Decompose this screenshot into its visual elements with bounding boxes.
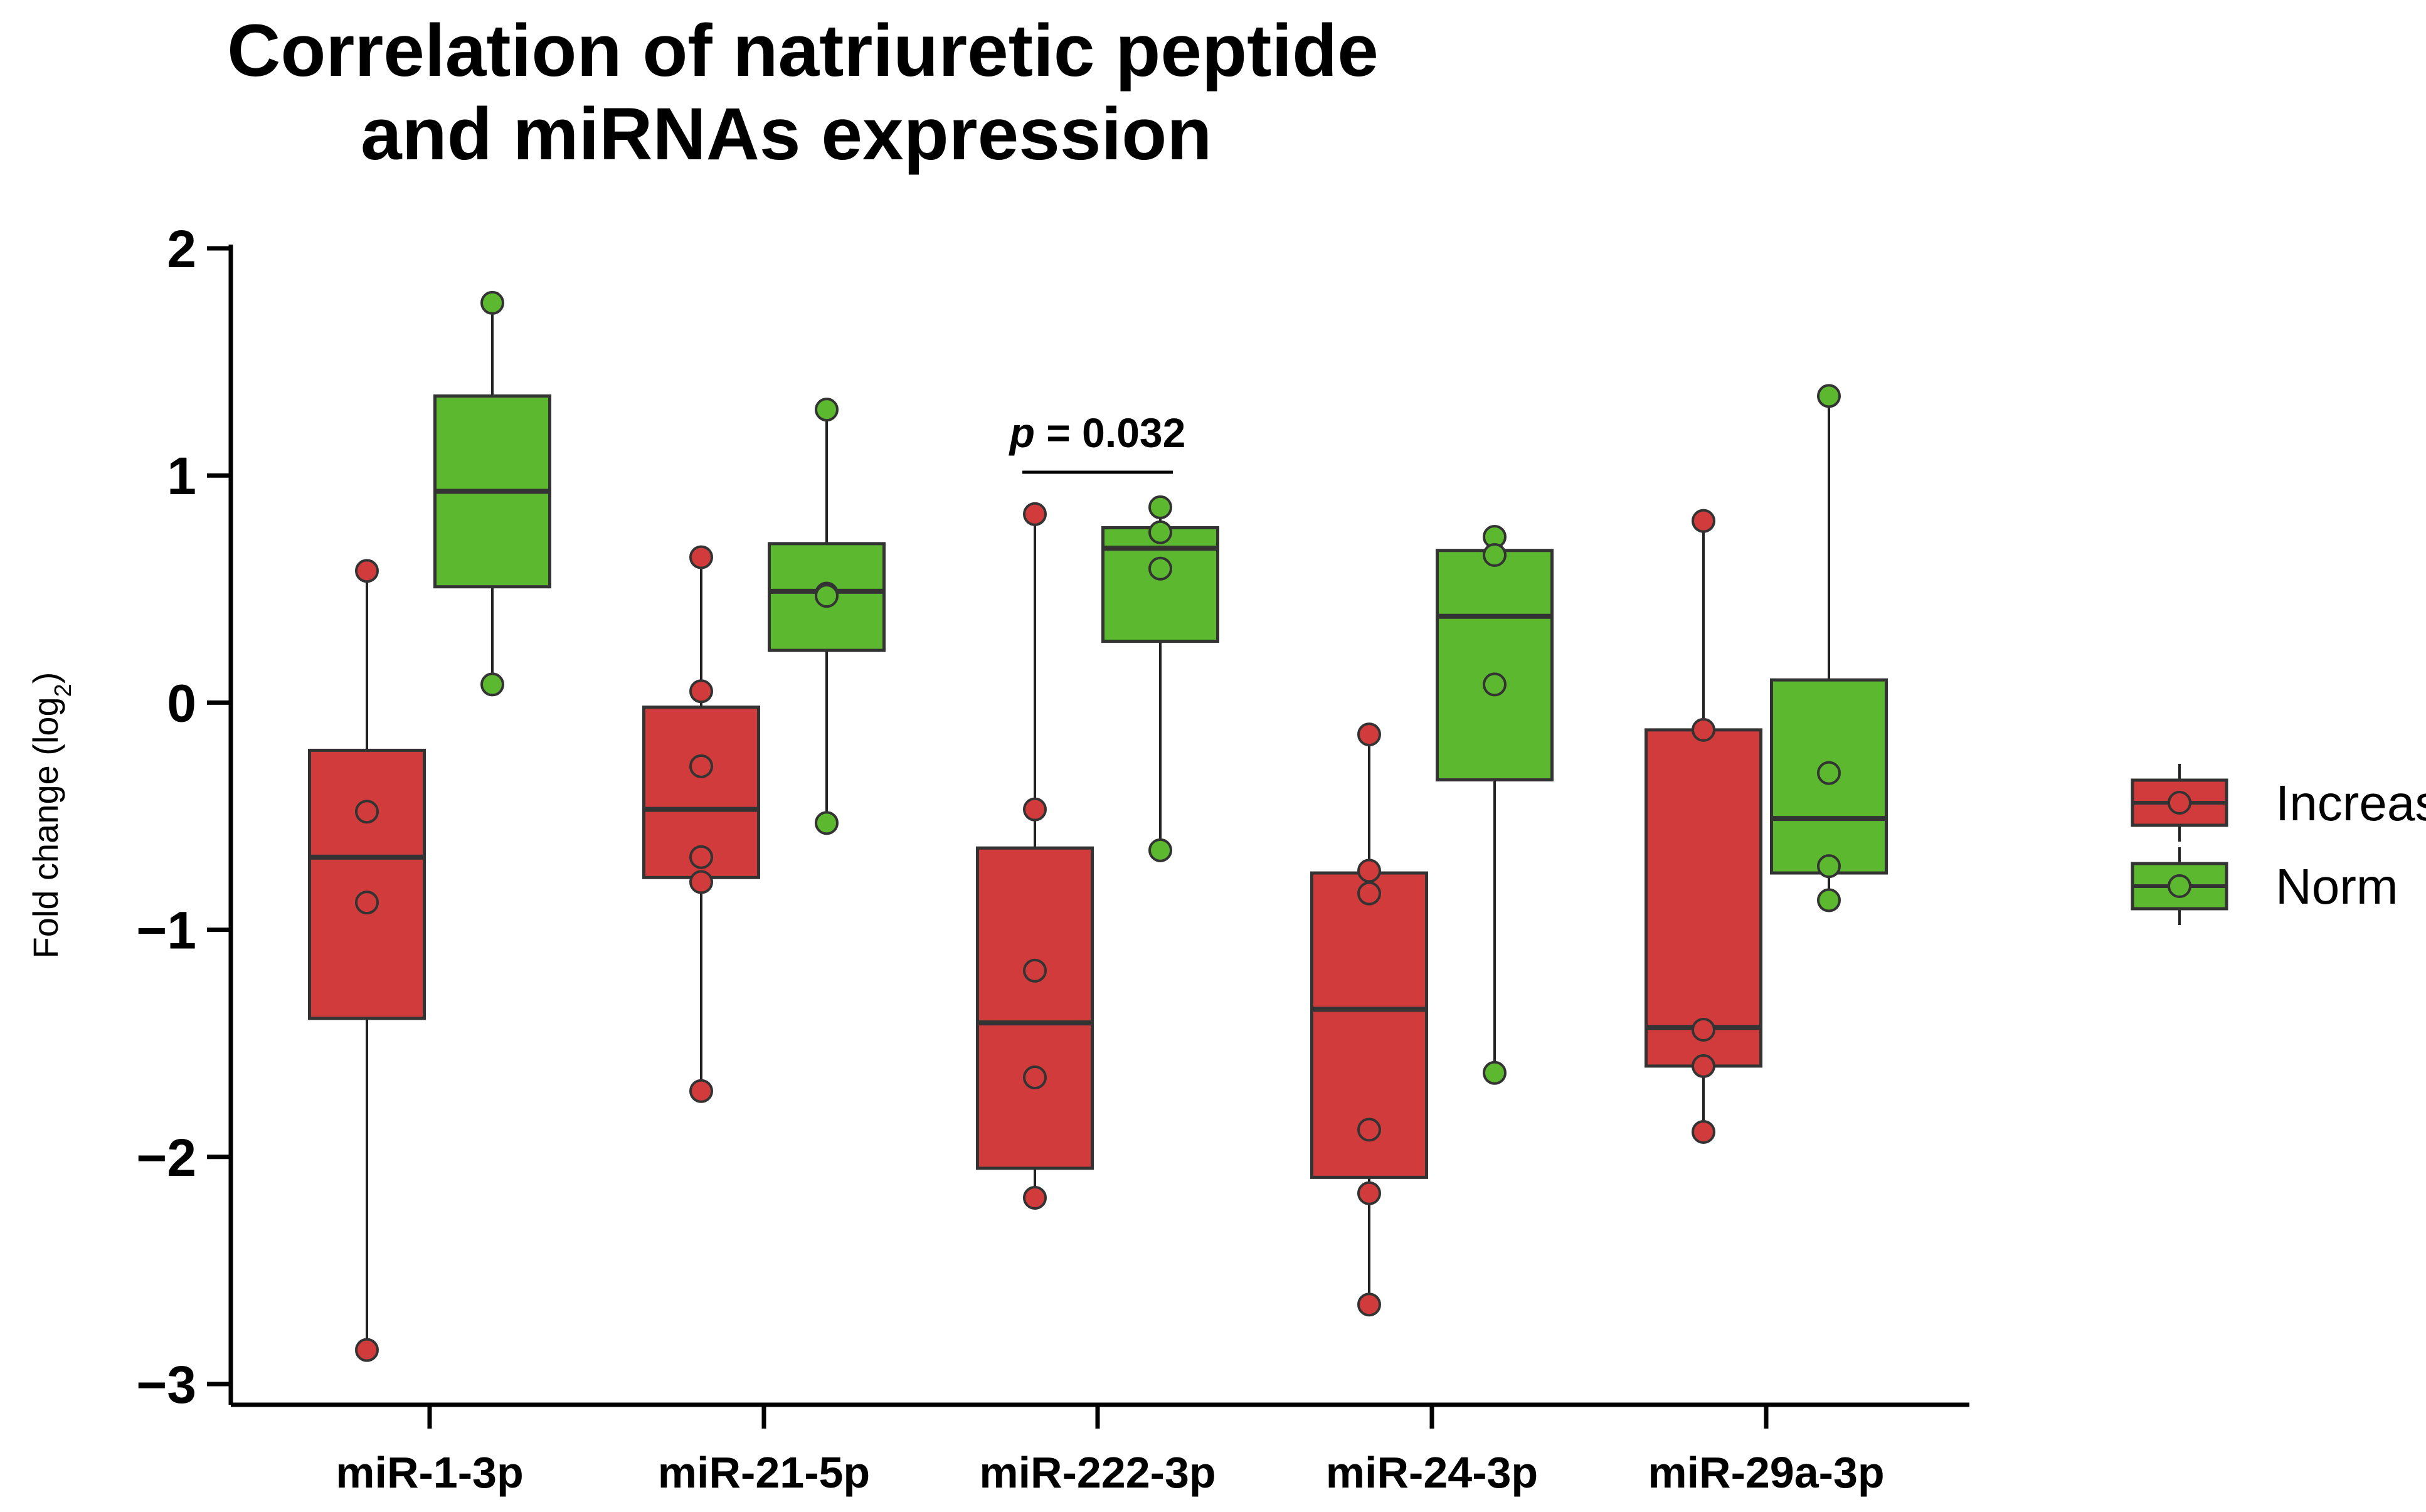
data-point xyxy=(689,679,713,704)
data-point xyxy=(1817,761,1841,785)
data-point xyxy=(1148,520,1172,544)
data-point xyxy=(1357,881,1381,906)
data-point xyxy=(1692,1119,1715,1144)
data-point xyxy=(689,845,713,869)
p-value-annotation: p = 0.032 xyxy=(1009,410,1186,456)
data-point xyxy=(1023,958,1047,983)
chart-title-line-1: Correlation of natriuretic peptide xyxy=(227,9,1379,92)
data-point xyxy=(815,398,839,422)
data-point xyxy=(1148,556,1172,581)
data-point xyxy=(1148,495,1172,519)
x-tick-label: miR-1-3p xyxy=(336,1448,523,1497)
data-point xyxy=(1023,502,1047,526)
data-point xyxy=(689,754,713,778)
data-point xyxy=(815,584,839,608)
legend-label: Norm xyxy=(2275,859,2398,914)
box-body xyxy=(976,846,1094,1170)
x-tick-label: miR-21-5p xyxy=(658,1448,870,1497)
box-norm-miR-222-3p xyxy=(1101,495,1219,862)
legend-label: Increase xyxy=(2275,775,2426,831)
y-tick-label: −3 xyxy=(136,1355,196,1414)
data-point xyxy=(689,870,713,894)
data-point xyxy=(480,672,504,697)
data-point xyxy=(1023,797,1047,822)
data-point xyxy=(1357,1181,1381,1205)
x-tick-label: miR-29a-3p xyxy=(1648,1448,1884,1497)
data-point xyxy=(355,1338,379,1362)
data-point xyxy=(689,545,713,569)
data-point xyxy=(1148,838,1172,862)
data-point xyxy=(1817,384,1841,408)
box-body xyxy=(1645,728,1762,1068)
box-increase-miR-222-3p xyxy=(976,502,1094,1210)
data-point xyxy=(1357,859,1381,883)
data-point xyxy=(1483,1060,1507,1085)
y-tick-label: 2 xyxy=(167,219,196,278)
data-point xyxy=(1483,542,1507,567)
y-axis-label: Fold change (log2) xyxy=(26,672,77,959)
y-tick-label: −2 xyxy=(136,1128,196,1187)
box-norm-miR-24-3p xyxy=(1436,524,1554,1085)
box-increase-miR-21-5p xyxy=(642,545,760,1103)
legend-item-increase: Increase xyxy=(2131,764,2426,842)
y-tick-label: −1 xyxy=(136,901,196,960)
box-body xyxy=(1101,526,1219,643)
box-increase-miR-24-3p xyxy=(1310,722,1428,1317)
box-body xyxy=(308,748,426,1020)
data-point xyxy=(1483,672,1507,697)
data-point xyxy=(1023,1065,1047,1090)
data-point xyxy=(1357,1118,1381,1142)
box-norm-miR-29a-3p xyxy=(1770,384,1888,912)
data-point xyxy=(355,559,379,583)
data-point xyxy=(815,811,839,835)
legend-point xyxy=(2168,791,2191,815)
box-body xyxy=(1436,549,1554,782)
chart-title-line-2: and miRNAs expression xyxy=(361,93,1212,176)
data-point xyxy=(355,891,379,915)
data-point xyxy=(1357,1293,1381,1317)
box-norm-miR-1-3p xyxy=(433,290,551,697)
legend-point xyxy=(2168,874,2191,898)
data-point xyxy=(1692,717,1715,742)
y-tick-label: 0 xyxy=(167,674,196,732)
data-point xyxy=(480,290,504,315)
data-point xyxy=(1692,509,1715,533)
box-increase-miR-29a-3p xyxy=(1645,509,1762,1144)
x-tick-label: miR-222-3p xyxy=(979,1448,1216,1497)
data-point xyxy=(1817,854,1841,879)
data-point xyxy=(1692,1054,1715,1078)
data-point xyxy=(689,1079,713,1103)
data-point xyxy=(1357,722,1381,747)
data-point xyxy=(1692,1017,1715,1042)
box-norm-miR-21-5p xyxy=(768,398,886,835)
legend-item-norm: Norm xyxy=(2131,847,2398,925)
box-increase-miR-1-3p xyxy=(308,559,426,1362)
data-point xyxy=(355,800,379,824)
y-tick-label: 1 xyxy=(167,447,196,505)
x-tick-label: miR-24-3p xyxy=(1326,1448,1538,1497)
data-point xyxy=(1023,1185,1047,1210)
data-point xyxy=(1817,888,1841,912)
